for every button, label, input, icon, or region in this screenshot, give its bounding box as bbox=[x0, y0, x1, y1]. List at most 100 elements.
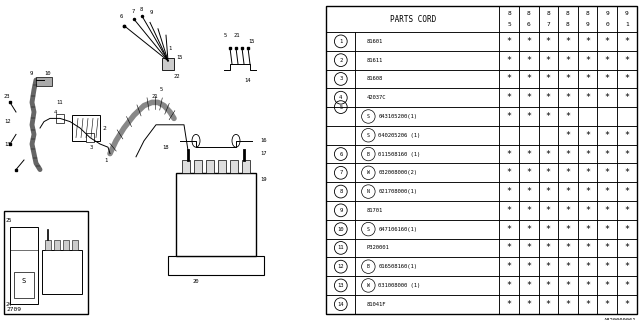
Bar bbox=[355, 164, 499, 182]
Text: *: * bbox=[546, 149, 551, 158]
Bar bbox=[578, 6, 598, 32]
Bar bbox=[519, 238, 538, 257]
Bar bbox=[538, 69, 558, 88]
Text: *: * bbox=[566, 56, 570, 65]
Bar bbox=[230, 160, 238, 173]
Text: *: * bbox=[625, 93, 630, 102]
Bar bbox=[355, 257, 499, 276]
Text: *: * bbox=[526, 112, 531, 121]
Text: 0: 0 bbox=[605, 22, 609, 27]
Text: *: * bbox=[605, 187, 610, 196]
Bar bbox=[499, 182, 519, 201]
Bar bbox=[558, 295, 578, 314]
Text: B: B bbox=[367, 264, 370, 269]
Bar bbox=[326, 182, 355, 201]
Bar bbox=[598, 201, 617, 220]
Bar bbox=[72, 240, 78, 250]
Bar bbox=[499, 107, 519, 126]
Bar bbox=[355, 238, 499, 257]
Text: *: * bbox=[546, 93, 551, 102]
Bar bbox=[499, 276, 519, 295]
Text: *: * bbox=[506, 244, 511, 252]
Bar bbox=[558, 257, 578, 276]
Bar bbox=[162, 58, 174, 70]
Text: 9: 9 bbox=[605, 11, 609, 16]
Text: *: * bbox=[625, 149, 630, 158]
Text: 5: 5 bbox=[160, 87, 163, 92]
Text: *: * bbox=[585, 206, 590, 215]
Text: S: S bbox=[22, 278, 26, 284]
Text: 15: 15 bbox=[176, 55, 182, 60]
Text: W: W bbox=[367, 283, 370, 288]
Text: 4: 4 bbox=[339, 95, 342, 100]
Text: *: * bbox=[625, 244, 630, 252]
Text: 8: 8 bbox=[140, 7, 143, 12]
Text: 2: 2 bbox=[339, 58, 342, 63]
Bar bbox=[578, 164, 598, 182]
Text: 8: 8 bbox=[339, 189, 342, 194]
Text: 8: 8 bbox=[527, 11, 531, 16]
Text: 42037C: 42037C bbox=[366, 95, 386, 100]
Bar bbox=[617, 88, 637, 107]
Bar bbox=[519, 164, 538, 182]
Text: 3: 3 bbox=[339, 76, 342, 81]
Text: *: * bbox=[585, 244, 590, 252]
Bar bbox=[617, 238, 637, 257]
Text: 9: 9 bbox=[150, 10, 153, 15]
Bar bbox=[598, 295, 617, 314]
Text: *: * bbox=[585, 262, 590, 271]
Text: 21: 21 bbox=[234, 33, 241, 38]
Text: *: * bbox=[546, 281, 551, 290]
Text: 17: 17 bbox=[260, 151, 266, 156]
Bar bbox=[499, 126, 519, 145]
Bar bbox=[206, 160, 214, 173]
Text: 5: 5 bbox=[224, 33, 227, 38]
Bar bbox=[499, 6, 519, 32]
Text: *: * bbox=[605, 93, 610, 102]
Bar bbox=[355, 145, 499, 164]
Bar bbox=[598, 107, 617, 126]
Text: PARTS CORD: PARTS CORD bbox=[390, 15, 436, 24]
Text: 10: 10 bbox=[337, 227, 344, 232]
Text: 14: 14 bbox=[244, 77, 250, 83]
Text: *: * bbox=[546, 187, 551, 196]
Bar bbox=[499, 164, 519, 182]
Text: *: * bbox=[605, 37, 610, 46]
Bar bbox=[499, 88, 519, 107]
Text: *: * bbox=[625, 206, 630, 215]
Bar bbox=[519, 51, 538, 69]
Bar bbox=[558, 69, 578, 88]
Text: *: * bbox=[585, 168, 590, 177]
Bar bbox=[558, 201, 578, 220]
Bar bbox=[558, 126, 578, 145]
Bar bbox=[538, 88, 558, 107]
Text: *: * bbox=[506, 206, 511, 215]
Text: 20: 20 bbox=[193, 279, 199, 284]
Text: *: * bbox=[605, 149, 610, 158]
Text: *: * bbox=[546, 168, 551, 177]
Text: *: * bbox=[605, 131, 610, 140]
Bar bbox=[538, 6, 558, 32]
Bar bbox=[499, 220, 519, 238]
Bar bbox=[578, 220, 598, 238]
Text: 031008000 (1): 031008000 (1) bbox=[378, 283, 420, 288]
Circle shape bbox=[192, 134, 200, 147]
Bar bbox=[598, 88, 617, 107]
Text: *: * bbox=[506, 187, 511, 196]
Text: 032008000(2): 032008000(2) bbox=[378, 170, 417, 175]
Bar bbox=[578, 88, 598, 107]
Text: *: * bbox=[526, 168, 531, 177]
Text: 4: 4 bbox=[54, 109, 57, 115]
Text: 047106160(1): 047106160(1) bbox=[378, 227, 417, 232]
Bar bbox=[617, 276, 637, 295]
Text: *: * bbox=[546, 225, 551, 234]
Bar bbox=[617, 51, 637, 69]
Bar bbox=[538, 220, 558, 238]
Bar bbox=[326, 126, 355, 145]
Bar bbox=[355, 107, 499, 126]
Text: 21: 21 bbox=[152, 93, 159, 99]
Bar bbox=[519, 295, 538, 314]
Text: *: * bbox=[566, 300, 570, 309]
Text: 7: 7 bbox=[547, 22, 550, 27]
Text: *: * bbox=[506, 112, 511, 121]
